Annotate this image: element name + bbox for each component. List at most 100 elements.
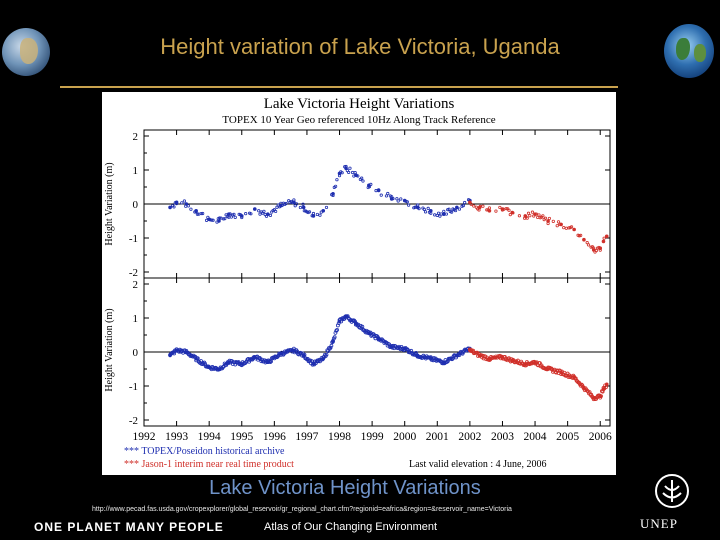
data-point <box>442 212 446 216</box>
data-point <box>204 218 209 222</box>
data-point <box>449 356 454 361</box>
data-point <box>472 204 476 208</box>
brand-atlas-title: Atlas of Our Changing Environment <box>264 521 438 533</box>
data-point <box>215 220 219 224</box>
data-point <box>532 214 536 218</box>
y-tick-label-bottom: 2 <box>133 279 139 291</box>
data-point <box>592 246 596 250</box>
data-point <box>546 219 550 223</box>
data-point <box>601 239 606 244</box>
x-tick-label: 1997 <box>295 431 318 443</box>
data-point <box>186 204 190 208</box>
data-point <box>334 184 338 188</box>
data-point <box>302 209 306 213</box>
data-point <box>232 212 236 216</box>
data-point <box>546 221 550 226</box>
data-point <box>547 216 551 221</box>
data-point <box>455 205 459 210</box>
data-point <box>269 359 273 364</box>
data-point <box>536 215 540 220</box>
data-point <box>184 204 188 208</box>
x-tick-label: 1993 <box>165 431 188 443</box>
data-point <box>396 199 400 203</box>
data-point <box>507 208 511 212</box>
data-point <box>318 213 322 217</box>
data-point <box>342 316 347 321</box>
data-point <box>599 394 603 399</box>
data-point <box>511 357 515 362</box>
y-tick-label-bottom: 1 <box>133 313 139 325</box>
data-point <box>569 225 574 229</box>
data-point <box>334 328 339 333</box>
data-point <box>328 345 333 350</box>
data-point <box>407 203 411 207</box>
data-point <box>537 213 541 217</box>
data-point <box>369 182 373 186</box>
data-point <box>517 214 522 218</box>
data-point <box>579 233 583 237</box>
y-axis-label-bottom: Height Variation (m) <box>104 308 115 391</box>
x-tick-label: 2003 <box>491 431 514 443</box>
data-point <box>481 204 485 208</box>
data-point <box>227 358 232 363</box>
data-point <box>468 349 473 353</box>
data-point <box>580 383 585 388</box>
x-tick-label: 2002 <box>458 431 481 443</box>
data-point <box>267 359 272 364</box>
data-point <box>244 212 248 216</box>
data-point <box>600 389 605 394</box>
brand-bar <box>0 518 720 540</box>
y-tick-label-top: 2 <box>133 131 139 143</box>
data-point <box>435 357 440 362</box>
data-point <box>428 209 433 213</box>
data-point <box>329 343 334 348</box>
data-point <box>298 205 303 210</box>
data-point <box>233 215 237 219</box>
data-point <box>558 222 562 226</box>
data-point <box>436 211 441 215</box>
data-point <box>319 210 323 214</box>
data-point <box>257 209 261 213</box>
data-point <box>195 212 200 216</box>
data-point <box>439 212 443 216</box>
data-point <box>604 382 609 387</box>
data-point <box>429 211 433 215</box>
legend-jason: *** Jason-1 interim near real time produ… <box>124 459 294 470</box>
slide-title: Height variation of Lake Victoria, Ugand… <box>160 34 560 59</box>
x-tick-label: 1996 <box>263 431 286 443</box>
data-point <box>182 199 187 203</box>
data-point <box>195 356 200 361</box>
data-point <box>399 197 403 201</box>
y-tick-label-top: 0 <box>133 199 139 211</box>
data-point <box>528 362 533 366</box>
series-topex-top <box>168 164 472 224</box>
y-tick-label-bottom: 0 <box>133 347 139 359</box>
data-point <box>391 197 395 201</box>
data-point <box>477 208 481 212</box>
data-point <box>168 205 172 210</box>
data-point <box>405 347 410 352</box>
data-point <box>343 165 347 169</box>
chart-title: Lake Victoria Height Variations <box>264 96 455 112</box>
data-point <box>298 350 303 355</box>
x-tick-label: 1999 <box>361 431 384 443</box>
data-point <box>426 206 430 211</box>
y-tick-label-bottom: -1 <box>129 381 138 393</box>
data-point <box>249 212 253 216</box>
data-point <box>579 382 584 387</box>
data-point <box>294 202 299 206</box>
data-point <box>218 216 222 220</box>
data-point <box>442 209 446 213</box>
data-point <box>299 351 304 356</box>
data-point <box>331 193 335 198</box>
data-point <box>395 197 399 201</box>
data-point <box>332 335 337 340</box>
data-point <box>324 205 329 210</box>
data-point <box>344 164 348 169</box>
data-point <box>258 212 262 216</box>
x-tick-label: 2001 <box>426 431 449 443</box>
data-point <box>445 359 449 364</box>
globe-americas-icon <box>664 24 714 78</box>
data-point <box>248 358 252 362</box>
data-point <box>444 212 449 216</box>
